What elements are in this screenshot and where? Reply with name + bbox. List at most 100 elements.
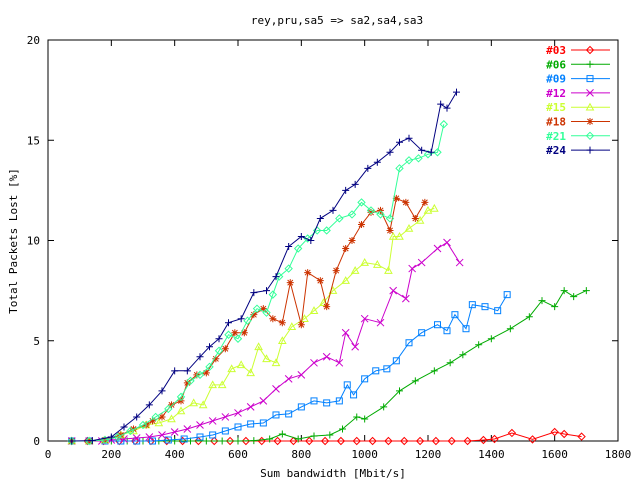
- data-point: [411, 214, 419, 222]
- data-point: [243, 316, 252, 325]
- data-point: [225, 319, 232, 327]
- series-03: [67, 427, 586, 446]
- data-point: [383, 365, 391, 373]
- data-point: [183, 379, 191, 387]
- data-point: [84, 436, 94, 446]
- data-point: [176, 406, 186, 415]
- legend: #03#06 #09#12#15 #18#21#24: [546, 44, 610, 157]
- data-point: [320, 436, 330, 446]
- data-point: [234, 423, 242, 431]
- data-point: [297, 403, 305, 411]
- data-point: [307, 237, 315, 244]
- data-point: [405, 339, 413, 347]
- data-point: [236, 360, 246, 369]
- data-point: [335, 397, 343, 405]
- data-point: [332, 267, 340, 275]
- data-point: [176, 392, 186, 402]
- legend-marker: [585, 45, 595, 55]
- x-tick-label: 800: [291, 448, 311, 461]
- legend-marker: [586, 75, 594, 83]
- data-point: [423, 150, 433, 159]
- data-point: [415, 436, 425, 446]
- data-point: [408, 264, 417, 273]
- data-point: [352, 436, 361, 446]
- data-point: [400, 436, 409, 446]
- data-point: [373, 158, 381, 166]
- data-point: [268, 290, 278, 299]
- legend-marker: [586, 60, 594, 68]
- data-point: [404, 223, 414, 232]
- data-point: [214, 346, 224, 355]
- data-point: [202, 437, 210, 445]
- data-point: [196, 433, 204, 441]
- data-point: [326, 431, 334, 439]
- data-point: [402, 198, 410, 206]
- legend-label: #03: [546, 44, 566, 57]
- data-point: [351, 180, 359, 188]
- legend-label: #12: [546, 87, 566, 100]
- data-point: [550, 427, 559, 437]
- series-12: [67, 238, 464, 445]
- data-point: [560, 287, 568, 295]
- data-point: [120, 435, 128, 443]
- data-point: [186, 376, 195, 386]
- series-line: [71, 241, 461, 442]
- data-point: [205, 362, 214, 372]
- data-point: [323, 303, 331, 311]
- data-point: [272, 273, 280, 281]
- data-point: [284, 264, 293, 273]
- data-point: [224, 330, 233, 339]
- data-point: [234, 437, 242, 445]
- data-point: [246, 368, 256, 377]
- data-point: [316, 277, 324, 285]
- data-point: [225, 436, 235, 446]
- data-point: [351, 342, 360, 351]
- data-point: [358, 220, 365, 228]
- x-tick-label: 1400: [478, 448, 505, 461]
- data-point: [183, 425, 192, 433]
- x-axis-label: Sum bandwidth [Mbit/s]: [260, 467, 406, 480]
- data-point: [254, 342, 263, 351]
- data-point: [259, 397, 268, 405]
- data-point: [342, 245, 350, 253]
- data-point: [231, 329, 239, 337]
- data-point: [145, 401, 153, 409]
- data-point: [341, 328, 350, 337]
- data-point: [459, 351, 467, 359]
- data-point: [494, 307, 502, 315]
- data-point: [506, 325, 514, 333]
- data-point: [171, 367, 179, 375]
- legend-label: #06: [546, 58, 566, 71]
- data-point: [234, 409, 242, 417]
- data-point: [246, 403, 255, 411]
- data-point: [215, 335, 223, 343]
- data-point: [266, 435, 274, 443]
- data-point: [433, 148, 442, 157]
- data-point: [341, 276, 351, 284]
- data-point: [384, 266, 393, 274]
- data-point: [263, 287, 270, 295]
- data-point: [277, 336, 287, 345]
- data-point: [178, 436, 187, 446]
- data-point: [68, 437, 76, 445]
- data-point: [180, 435, 188, 443]
- data-point: [411, 377, 419, 385]
- y-tick-label: 0: [33, 435, 40, 448]
- data-point: [350, 266, 360, 274]
- data-point: [490, 434, 499, 444]
- data-point: [439, 120, 449, 129]
- data-point: [353, 413, 361, 421]
- data-point: [376, 318, 385, 327]
- data-point: [309, 306, 319, 314]
- data-point: [170, 428, 179, 436]
- data-point: [405, 134, 413, 142]
- data-point: [158, 387, 166, 395]
- data-point: [107, 433, 115, 441]
- data-point: [366, 206, 376, 215]
- data-point: [208, 380, 218, 389]
- data-point: [305, 436, 314, 446]
- legend-label: #09: [546, 73, 566, 86]
- data-point: [361, 415, 369, 423]
- data-point: [293, 244, 303, 253]
- data-point: [443, 327, 451, 335]
